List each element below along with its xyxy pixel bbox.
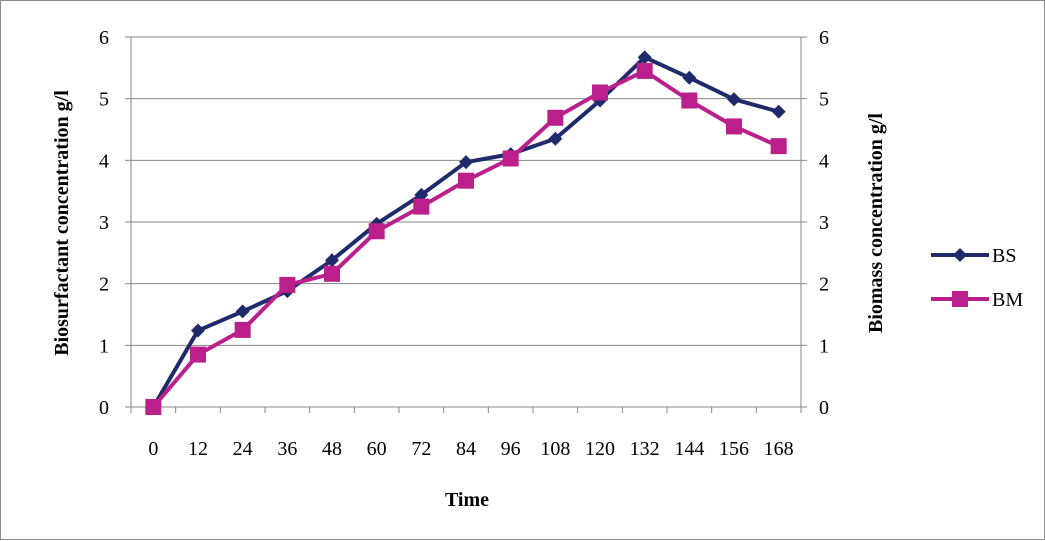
x-tick-label: 108 [540,438,570,460]
y-right-tick-label: 0 [819,397,829,419]
legend: BS BM [931,245,1023,311]
x-tick-label: 156 [719,438,749,460]
y-left-tick-label: 6 [99,27,109,49]
series-bm [145,62,787,415]
gridlines [131,36,801,346]
x-tick-label: 48 [322,438,342,460]
data-point-bm [547,109,564,126]
data-point-bm [636,62,653,79]
data-point-bs [191,323,205,338]
y-right-tick-label: 6 [819,27,829,49]
y-left-tick-label: 5 [99,89,109,111]
legend-marker-bs [953,248,967,262]
legend-item-bm: BM [931,289,1023,311]
y-right-tick-label: 5 [819,89,829,111]
legend-item-bs: BS [931,245,1016,267]
data-point-bs [459,155,473,170]
data-point-bm [368,223,385,240]
y-axis-left-label: Biosurfactant concentration g/l [51,90,73,356]
x-axis-label: Time [445,489,489,511]
x-tick-label: 72 [411,438,431,460]
data-point-bm [324,265,340,282]
data-point-bs [727,92,741,107]
data-point-bs [325,253,339,268]
x-tick-label: 84 [456,438,476,460]
y-left-tick-label: 1 [99,335,109,357]
y-right-tick-label: 4 [819,150,829,172]
axes [125,36,807,413]
data-point-bs [548,131,563,146]
x-tick-label: 60 [367,438,387,460]
series-group [145,50,787,415]
x-tick-label: 144 [674,438,704,460]
data-point-bm [234,321,251,338]
data-point-bm [592,84,608,101]
legend-label-bm: BM [992,289,1023,311]
series-line-bs [151,55,780,409]
y-axis-left-ticks: 0 1 2 3 4 5 6 [99,27,109,419]
data-point-bs [637,50,652,65]
y-left-tick-label: 3 [99,212,109,234]
x-tick-label: 36 [277,438,297,460]
y-left-tick-label: 0 [99,397,109,419]
y-left-tick-label: 4 [99,150,109,172]
x-tick-label: 132 [630,438,660,460]
data-point-bm [279,276,296,293]
series-line-bm [151,68,780,409]
data-point-bm [681,92,698,109]
y-axis-right-label: Biomass concentration g/l [865,113,887,333]
data-point-bm [770,138,787,155]
y-right-tick-label: 1 [819,335,829,357]
x-tick-label: 24 [233,438,253,460]
data-point-bm [190,346,206,363]
data-point-bs [414,187,429,202]
data-point-bs [235,304,250,319]
data-point-bs [682,70,697,85]
legend-marker-bm [952,291,968,307]
data-point-bm [145,399,162,415]
y-right-tick-label: 3 [819,212,829,234]
data-point-bm [458,172,474,189]
y-right-tick-label: 2 [819,274,829,296]
data-point-bm [726,118,742,135]
x-tick-label: 0 [148,438,158,460]
data-point-bs [771,104,786,119]
y-axis-right-ticks: 0 1 2 3 4 5 6 [819,27,829,419]
x-tick-label: 12 [188,438,208,460]
y-left-tick-label: 2 [99,274,109,296]
data-point-bm [502,150,519,167]
x-tick-label: 120 [585,438,615,460]
x-tick-label: 168 [764,438,794,460]
data-point-bm [413,198,430,215]
legend-label-bs: BS [992,245,1016,267]
x-tick-label: 96 [501,438,521,460]
x-axis-ticks: 0 12 24 36 48 60 72 84 96 108 120 132 144 156 168 [148,438,793,460]
